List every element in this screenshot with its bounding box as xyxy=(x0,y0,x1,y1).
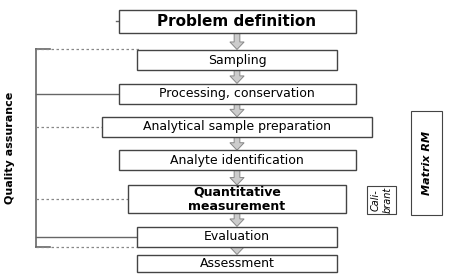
Text: Problem definition: Problem definition xyxy=(157,14,317,29)
FancyBboxPatch shape xyxy=(367,185,396,214)
Text: Quality assurance: Quality assurance xyxy=(5,92,16,204)
FancyBboxPatch shape xyxy=(137,50,337,70)
FancyBboxPatch shape xyxy=(128,185,346,213)
Polygon shape xyxy=(230,104,244,117)
Polygon shape xyxy=(230,213,244,226)
FancyBboxPatch shape xyxy=(102,117,372,137)
Text: Matrix RM: Matrix RM xyxy=(421,131,432,195)
FancyBboxPatch shape xyxy=(137,227,337,247)
Text: Evaluation: Evaluation xyxy=(204,230,270,243)
FancyBboxPatch shape xyxy=(137,255,337,272)
Text: Processing, conservation: Processing, conservation xyxy=(159,87,315,100)
Text: Assessment: Assessment xyxy=(200,257,274,270)
Polygon shape xyxy=(230,170,244,185)
Text: Cali-
brant: Cali- brant xyxy=(371,187,392,213)
FancyBboxPatch shape xyxy=(118,150,356,170)
Polygon shape xyxy=(230,33,244,49)
FancyBboxPatch shape xyxy=(118,83,356,104)
FancyBboxPatch shape xyxy=(118,10,356,33)
Polygon shape xyxy=(230,137,244,150)
Polygon shape xyxy=(230,247,244,254)
Text: Quantitative
measurement: Quantitative measurement xyxy=(189,185,285,213)
Text: Analytical sample preparation: Analytical sample preparation xyxy=(143,120,331,133)
Polygon shape xyxy=(230,70,244,83)
FancyBboxPatch shape xyxy=(411,111,442,215)
Text: Analyte identification: Analyte identification xyxy=(170,154,304,167)
Text: Sampling: Sampling xyxy=(208,54,266,67)
